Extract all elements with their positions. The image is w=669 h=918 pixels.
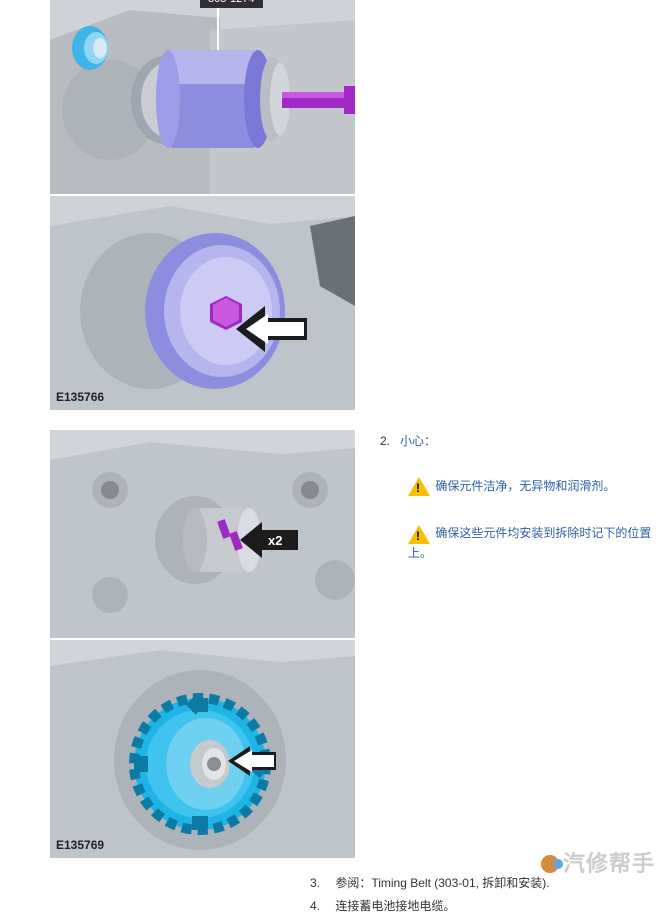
step-2-label: 小心：: [400, 434, 436, 448]
caution-2-text: 确保这些元件均安装到拆除时记下的位置上。: [408, 526, 651, 559]
figure-3: x2: [50, 430, 355, 638]
figure-2-svg: [50, 196, 355, 410]
figure-2-label: E135766: [56, 390, 104, 404]
figure-4: E135769: [50, 640, 355, 858]
caution-row-2: 确保这些元件均安装到拆除时记下的位置上。: [408, 524, 660, 560]
step-2-block: 2. 小心： 确保元件洁净，无异物和润滑剂。 确保这些元件均安装到拆除时记下的位…: [380, 432, 660, 561]
caution-row-1: 确保元件洁净，无异物和润滑剂。: [408, 477, 660, 496]
step-4: 4. 连接蓄电池接地电缆。: [310, 895, 669, 918]
warning-icon: [408, 525, 430, 544]
watermark-icon: [541, 855, 559, 873]
figure-1-svg: [50, 0, 355, 194]
step-4-text: 连接蓄电池接地电缆。: [335, 899, 455, 913]
step-3-number: 3.: [310, 872, 332, 895]
caution-1-text: 确保元件洁净，无异物和润滑剂。: [435, 479, 615, 493]
figure-4-label: E135769: [56, 838, 104, 852]
step-2-number: 2.: [380, 434, 390, 448]
bottom-steps: 3. 参阅：Timing Belt (303-01, 拆卸和安装). 4. 连接…: [310, 872, 669, 918]
step-3-text: 参阅：Timing Belt (303-01, 拆卸和安装).: [335, 876, 549, 890]
x2-badge: x2: [268, 533, 282, 548]
watermark-text: 汽修帮手: [563, 851, 655, 876]
warning-icon: [408, 477, 430, 496]
figure-1: 303-1274: [50, 0, 355, 194]
tool-tag: 303-1274: [200, 0, 263, 8]
figure-4-svg: [50, 640, 355, 858]
watermark: 汽修帮手: [541, 846, 655, 878]
step-4-number: 4.: [310, 895, 332, 918]
page: 303-1274: [0, 0, 669, 918]
figure-3-svg: x2: [50, 430, 355, 638]
figure-2: E135766: [50, 196, 355, 410]
